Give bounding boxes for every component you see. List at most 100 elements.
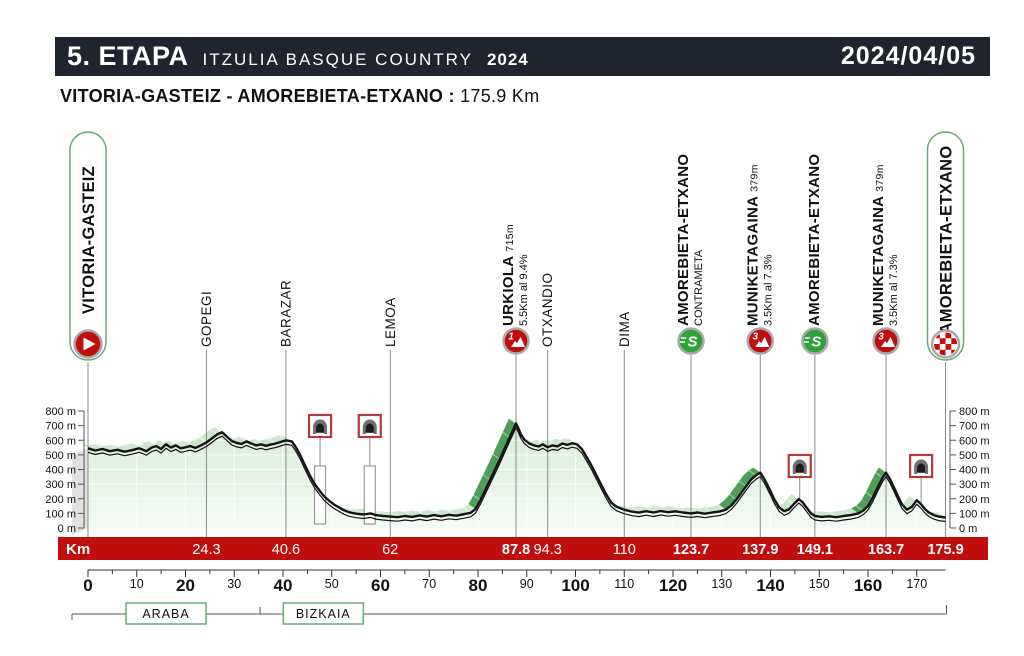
x-tick-label: 70 [422, 577, 436, 591]
x-tick-label: 60 [371, 576, 390, 595]
profile-line-shadow [87, 426, 946, 523]
waypoint: LEMOA [383, 297, 398, 347]
waypoint-icon: 3 [746, 327, 775, 355]
waypoint-label: URKIOLA715m [500, 224, 517, 326]
climb-category: 1 [508, 332, 514, 343]
tunnel-road [365, 432, 374, 435]
mountain-glyph [511, 337, 526, 347]
regions: ARABA BIZKAIA [71, 602, 948, 625]
mountain-glyph [755, 337, 770, 347]
waypoint-detail: CONTRAMETA [693, 249, 705, 326]
sprint-glyph: S [811, 333, 821, 350]
y-tick-label: 300 m [959, 479, 990, 491]
stage-number: 5. ETAPA [67, 41, 189, 71]
km-bar-value: 163.7 [868, 542, 904, 558]
km-bar-value: 24.3 [192, 542, 220, 558]
town-label: OTXANDIO [540, 272, 555, 347]
x-tick-label: 130 [711, 577, 732, 591]
x-tick-label: 160 [854, 576, 882, 595]
x-tick-label: 120 [659, 576, 687, 595]
x-tick-label: 30 [227, 577, 241, 591]
steep-climb-band [718, 467, 761, 510]
y-tick-label: 200 m [45, 494, 76, 506]
km-bar-value: 87.8 [502, 542, 530, 558]
km-bar-value: 175.9 [927, 542, 963, 558]
km-bar: Km 24.3 40.6 62 87.8 94.3 110 123.7 137.9 149.1 16… [58, 537, 988, 560]
y-tick-label: 800 m [45, 406, 76, 418]
y-axis-left: 0 m 100 m 200 m 300 m 400 m 500 m 600 m 700 m 80… [45, 406, 85, 535]
waypoint-detail: 5.5Km al 9.4% [518, 254, 530, 326]
x-tick-label: 20 [176, 576, 195, 595]
header-bar: 5. ETAPA ITZULIA BASQUE COUNTRY 2024 202… [55, 37, 990, 76]
waypoint-label: MUNIKETAGAINA379m [744, 164, 761, 326]
y-tick-label: 100 m [959, 508, 990, 520]
y-tick-label: 800 m [959, 406, 990, 418]
play-glyph [83, 337, 96, 351]
waypoint: DIMA [617, 311, 632, 347]
waypoint-label: AMOREBIETA-ETXANO [675, 154, 692, 326]
x-tick-label: 0 [83, 576, 92, 595]
x-tick-label: 140 [756, 576, 784, 595]
sprint-glyph: S [688, 333, 698, 350]
km-bar-value: 149.1 [797, 542, 833, 558]
km-bar-value: 62 [382, 542, 398, 558]
terminus-pill [69, 131, 107, 361]
waypoint-icon: 3 [872, 327, 900, 355]
tunnel-opening [795, 463, 804, 474]
km-bar-value: 94.3 [534, 542, 562, 558]
y-tick-label: 700 m [45, 421, 76, 433]
x-tick-label: 110 [614, 577, 634, 591]
header-left: 5. ETAPA ITZULIA BASQUE COUNTRY 2024 [67, 41, 529, 72]
x-tick-label: 90 [520, 577, 534, 591]
terminus-label: AMOREBIETA-ETXANO [938, 145, 956, 334]
waypoint-detail: 3.5Km al 7.3% [762, 254, 774, 326]
terminus-label: VITORIA-GASTEIZ [80, 166, 98, 314]
waypoint-altitude: 715m [504, 224, 516, 251]
y-tick-label: 0 m [959, 523, 977, 535]
terminus-icon [73, 329, 103, 359]
sprint-icon [677, 327, 705, 355]
climb-icon [872, 327, 900, 355]
waypoint-icon: S [677, 327, 705, 355]
race-year: 2024 [486, 50, 529, 69]
y-tick-label: 600 m [959, 435, 990, 447]
x-tick-label: 80 [469, 576, 488, 595]
climb-icon [502, 327, 530, 355]
route-names: VITORIA-GASTEIZ - AMOREBIETA-ETXANO : [60, 86, 455, 106]
climb-icon [746, 327, 775, 355]
tunnel-marker [357, 413, 382, 439]
waypoint: AMOREBIETA-ETXANO [926, 131, 965, 361]
x-tick-label: 100 [561, 576, 589, 595]
tunnel-road [917, 472, 926, 475]
mountain-glyph [881, 337, 896, 347]
tunnel-marker [909, 453, 934, 479]
waypoint: OTXANDIO [540, 272, 555, 347]
y-tick-label: 400 m [45, 465, 76, 477]
stage-route: VITORIA-GASTEIZ - AMOREBIETA-ETXANO : 17… [60, 86, 540, 107]
tunnel-marker [787, 453, 812, 479]
route-distance: 175.9 Km [460, 86, 540, 106]
tunnel-opening [316, 423, 325, 434]
waypoint-altitude: 379m [748, 164, 760, 191]
sprint-icon [801, 327, 829, 355]
tunnel-marker [307, 413, 333, 439]
tunnel-gallery-rect [363, 465, 376, 525]
y-tick-label: 0 m [58, 523, 76, 535]
waypoint: VITORIA-GASTEIZ [69, 131, 107, 361]
y-tick-label: 200 m [959, 494, 990, 506]
waypoint-icon: 1 [502, 327, 530, 355]
waypoint: GOPEGI [199, 291, 214, 347]
steep-climb-band [468, 418, 516, 509]
steep-climb-band [851, 467, 886, 514]
climb-category: 3 [878, 332, 884, 343]
y-tick-label: 100 m [45, 508, 76, 520]
waypoint: AMOREBIETA-ETXANO CONTRAMETA S [675, 154, 705, 355]
tunnel-road [316, 432, 325, 435]
y-tick-label: 300 m [45, 479, 76, 491]
y-tick-label: 500 m [959, 450, 990, 462]
